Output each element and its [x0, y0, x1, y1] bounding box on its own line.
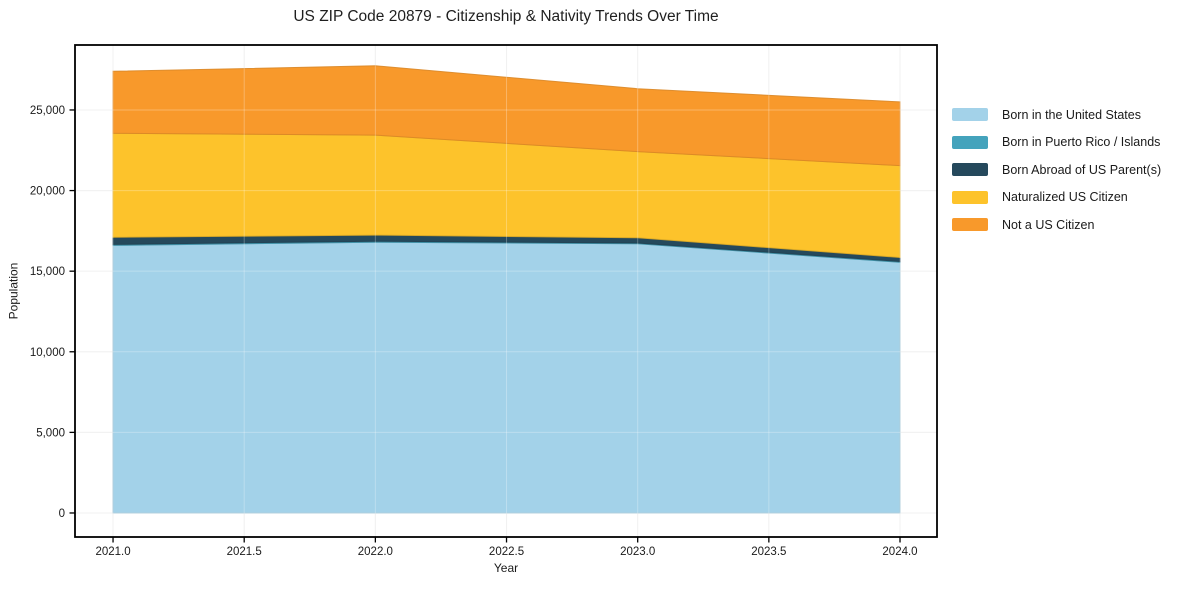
gridlines-overlay [75, 45, 937, 537]
x-tick-label: 2021.5 [227, 546, 262, 558]
legend-swatch-icon [952, 163, 988, 177]
y-tick-label: 0 [59, 508, 65, 520]
x-axis-label: Year [493, 561, 519, 575]
tick-labels: 2021.0 2021.5 2022.0 2022.5 2023.0 2023.5 2024… [30, 105, 918, 558]
x-tick-label: 2022.0 [358, 546, 393, 558]
axis-ticks [69, 109, 901, 543]
legend-label: Born Abroad of US Parent(s) [1002, 162, 1162, 177]
x-tick-label: 2021.0 [95, 546, 130, 558]
legend-label: Born in Puerto Rico / Islands [1002, 135, 1161, 150]
x-tick-label: 2024.0 [882, 546, 917, 558]
legend-item-0: Born in the United States [952, 101, 1161, 129]
legend-label: Not a US Citizen [1002, 217, 1095, 232]
legend-swatch-icon [952, 190, 988, 204]
area-series-4 [112, 65, 901, 167]
stacked-areas [112, 65, 901, 514]
y-tick-label: 20,000 [30, 186, 65, 198]
y-tick-label: 10,000 [30, 347, 65, 359]
y-tick-label: 5,000 [36, 427, 65, 439]
legend-item-2: Born Abroad of US Parent(s) [952, 156, 1161, 184]
legend-item-4: Not a US Citizen [952, 211, 1161, 239]
legend-item-1: Born in Puerto Rico / Islands [952, 129, 1161, 157]
legend-swatch-icon [952, 135, 988, 149]
legend-item-3: Naturalized US Citizen [952, 184, 1161, 212]
y-tick-label: 15,000 [30, 266, 65, 278]
y-axis-label: Population [6, 262, 20, 320]
x-tick-label: 2023.0 [620, 546, 655, 558]
legend-label: Naturalized US Citizen [1002, 190, 1128, 205]
legend-swatch-icon [952, 218, 988, 232]
legend-swatch-icon [952, 108, 988, 122]
legend-label: Born in the United States [1002, 107, 1141, 122]
x-tick-label: 2023.5 [751, 546, 786, 558]
legend: Born in the United States Born in Puerto … [952, 101, 1161, 239]
y-axis-label-wrap: Population [2, 45, 24, 537]
x-tick-label: 2022.5 [489, 546, 524, 558]
y-tick-label: 25,000 [30, 105, 65, 117]
chart-title: US ZIP Code 20879 - Citizenship & Nativi… [293, 8, 719, 25]
